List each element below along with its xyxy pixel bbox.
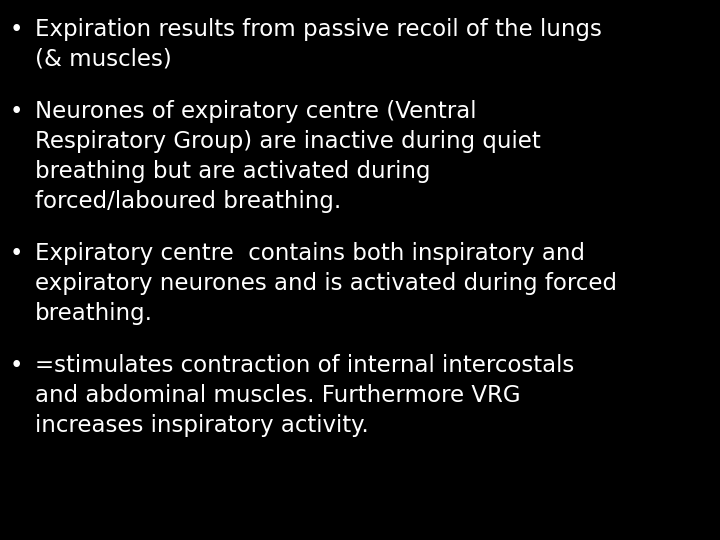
Text: Expiratory centre  contains both inspiratory and: Expiratory centre contains both inspirat… xyxy=(35,242,585,265)
Text: =stimulates contraction of internal intercostals: =stimulates contraction of internal inte… xyxy=(35,354,575,377)
Text: increases inspiratory activity.: increases inspiratory activity. xyxy=(35,414,369,437)
Text: Neurones of expiratory centre (Ventral: Neurones of expiratory centre (Ventral xyxy=(35,100,477,123)
Text: (& muscles): (& muscles) xyxy=(35,48,172,71)
Text: •: • xyxy=(10,242,23,265)
Text: expiratory neurones and is activated during forced: expiratory neurones and is activated dur… xyxy=(35,272,617,295)
Text: forced/laboured breathing.: forced/laboured breathing. xyxy=(35,190,341,213)
Text: breathing.: breathing. xyxy=(35,302,153,325)
Text: •: • xyxy=(10,354,23,377)
Text: and abdominal muscles. Furthermore VRG: and abdominal muscles. Furthermore VRG xyxy=(35,384,521,407)
Text: breathing but are activated during: breathing but are activated during xyxy=(35,160,431,183)
Text: •: • xyxy=(10,100,23,123)
Text: Expiration results from passive recoil of the lungs: Expiration results from passive recoil o… xyxy=(35,18,602,41)
Text: Respiratory Group) are inactive during quiet: Respiratory Group) are inactive during q… xyxy=(35,130,541,153)
Text: •: • xyxy=(10,18,23,41)
